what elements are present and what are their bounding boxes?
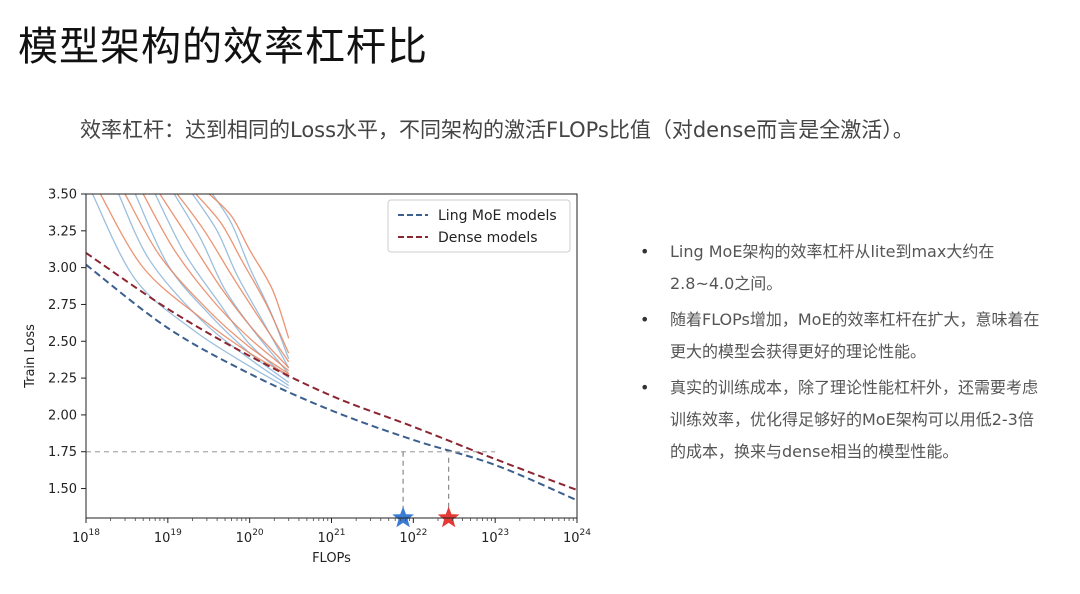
y-tick-label: 2.50 (48, 335, 77, 350)
legend-label: Ling MoE models (438, 208, 557, 224)
bullet-item: • 随着FLOPs增加，MoE的效率杠杆在扩大，意味着在更大的模型会获得更好的理论… (636, 304, 1046, 368)
bullet-dot-icon: • (640, 378, 650, 397)
bullet-dot-icon: • (640, 310, 650, 329)
moe-training-curve (191, 194, 290, 369)
bullet-item: • Ling MoE架构的效率杠杆从lite到max大约在2.8~4.0之间。 (636, 236, 1046, 300)
moe-training-curve (91, 194, 290, 389)
dense-training-curve (142, 194, 290, 372)
x-tick-label: 1020 (236, 528, 264, 546)
legend: Ling MoE models Dense models (387, 199, 571, 253)
slide-title: 模型架构的效率杠杆比 (18, 24, 428, 70)
bullet-list: • Ling MoE架构的效率杠杆从lite到max大约在2.8~4.0之间。 •… (636, 236, 1046, 472)
slide-subtitle: 效率杠杆：达到相同的Loss水平，不同架构的激活FLOPs比值（对dense而言… (80, 118, 914, 142)
bullet-dot-icon: • (640, 242, 650, 261)
x-tick-label: 1019 (154, 528, 182, 546)
x-tick-label: 1024 (563, 528, 591, 546)
y-tick-label: 2.75 (48, 298, 77, 313)
y-tick-label: 3.50 (48, 188, 77, 203)
bullet-text: Ling MoE架构的效率杠杆从lite到max大约在2.8~4.0之间。 (670, 242, 995, 293)
moe-training-curve (173, 194, 290, 375)
x-tick-label: 1023 (481, 528, 509, 546)
series-line (86, 263, 577, 502)
reference-lines (86, 451, 496, 528)
y-axis-label: Train Loss (23, 324, 38, 389)
dense-training-curve (176, 194, 290, 363)
axes: 1018 1019 1020 1021 1022 1023 1024 1.50 1.75 2.00… (23, 188, 591, 567)
x-axis-label: FLOPs (312, 551, 351, 566)
y-tick-label: 1.75 (48, 445, 77, 460)
y-tick-label: 3.00 (48, 261, 77, 276)
bullet-text: 真实的训练成本，除了理论性能杠杆外，还需要考虑训练效率，优化得足够好的MoE架构… (670, 378, 1039, 461)
train-loss-chart: 1018 1019 1020 1021 1022 1023 1024 1.50 1.75 2.00… (23, 188, 591, 567)
moe-training-curve (134, 194, 290, 384)
y-tick-label: 1.50 (48, 482, 77, 497)
training-curves (91, 194, 290, 389)
x-tick-label: 1018 (72, 528, 100, 546)
x-tick-label: 1022 (399, 528, 427, 546)
fitted-lines (86, 252, 577, 502)
dense-training-curve (195, 194, 290, 354)
moe-training-curve (118, 194, 290, 387)
dense-training-curve (159, 194, 290, 369)
dense-training-curve (99, 194, 290, 376)
dense-training-curve (124, 194, 290, 375)
y-tick-label: 3.25 (48, 224, 77, 239)
dense-training-curve (208, 194, 290, 339)
bullet-text: 随着FLOPs增加，MoE的效率杠杆在扩大，意味着在更大的模型会获得更好的理论性… (670, 310, 1040, 361)
moe-star-marker-icon (392, 506, 414, 528)
legend-label: Dense models (438, 230, 538, 246)
bullet-item: • 真实的训练成本，除了理论性能杠杆外，还需要考虑训练效率，优化得足够好的MoE架… (636, 372, 1046, 468)
x-tick-label: 1021 (318, 528, 346, 546)
series-line (86, 252, 577, 491)
y-tick-label: 2.00 (48, 408, 77, 423)
y-tick-label: 2.25 (48, 372, 77, 387)
legend-box (387, 199, 571, 253)
dense-star-marker-icon (437, 506, 460, 528)
